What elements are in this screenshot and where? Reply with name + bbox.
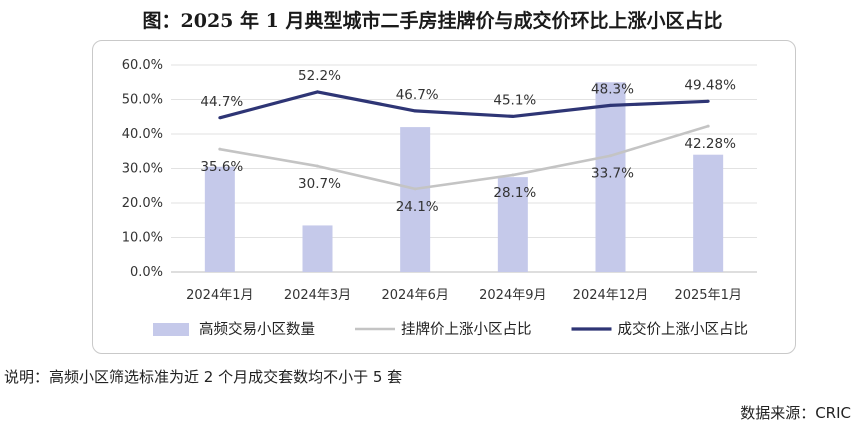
line-point [316,164,319,168]
y-tick-label: 60.0% [122,58,163,73]
line-point [218,116,222,120]
line-point [413,187,417,191]
line-point [218,147,222,151]
legend-swatch [153,323,189,336]
chart-frame: 0.0% 10.0% 20.0% 30.0% 40.0% 50.0% 60.0% 2024年1… [92,40,796,354]
footnote: 说明：高频小区筛选标准为近 2 个月成交套数均不小于 5 套 [4,368,403,386]
legend-label: 高频交易小区数量 [199,320,315,338]
y-tick-label: 30.0% [122,162,163,177]
bar [595,82,626,272]
legend-label: 挂牌价上涨小区占比 [401,321,532,338]
data-label: 30.7% [298,176,341,192]
x-tick-label: 2024年1月 [186,288,253,303]
line-point [511,173,515,177]
bar [204,166,235,272]
data-source: 数据来源：CRIC [740,404,851,422]
bar [497,177,528,272]
y-tick-label: 40.0% [122,127,163,142]
line-point [511,114,515,118]
legend-label: 成交价上涨小区占比 [618,320,749,338]
data-label: 49.48% [684,77,736,93]
bar [693,154,724,272]
x-tick-label: 2025年1月 [674,288,741,303]
bar [400,127,431,272]
chart-title: 图：2025 年 1 月典型城市二手房挂牌价与成交价环比上涨小区占比 [142,10,723,32]
data-label: 28.1% [493,185,536,201]
bar [302,225,333,272]
x-tick-label: 2024年6月 [381,288,448,303]
line-point [609,154,612,158]
line-point [413,109,417,113]
x-tick-label: 2024年12月 [573,288,649,303]
y-tick-label: 0.0% [130,265,163,280]
data-label: 45.1% [493,92,536,108]
line-point [706,124,710,128]
x-tick-label: 2024年9月 [479,288,546,303]
line-point [706,99,710,103]
data-label: 35.6% [200,159,243,175]
data-label: 48.3% [591,81,634,97]
data-label: 52.2% [298,68,341,84]
chart-svg: 0.0% 10.0% 20.0% 30.0% 40.0% 50.0% 60.0% 2024年1… [122,58,757,338]
data-label: 44.7% [200,94,243,110]
data-label: 46.7% [396,87,439,103]
y-tick-label: 50.0% [122,93,163,108]
line-point [316,90,319,94]
y-tick-label: 10.0% [122,231,163,246]
data-label: 33.7% [591,166,634,182]
transaction-price-line [219,90,709,120]
y-tick-label: 20.0% [122,196,163,211]
data-label: 42.28% [684,136,736,152]
listing-price-line [219,124,709,191]
line-point [609,103,612,107]
x-tick-label: 2024年3月 [284,288,351,303]
data-label: 24.1% [396,199,439,215]
